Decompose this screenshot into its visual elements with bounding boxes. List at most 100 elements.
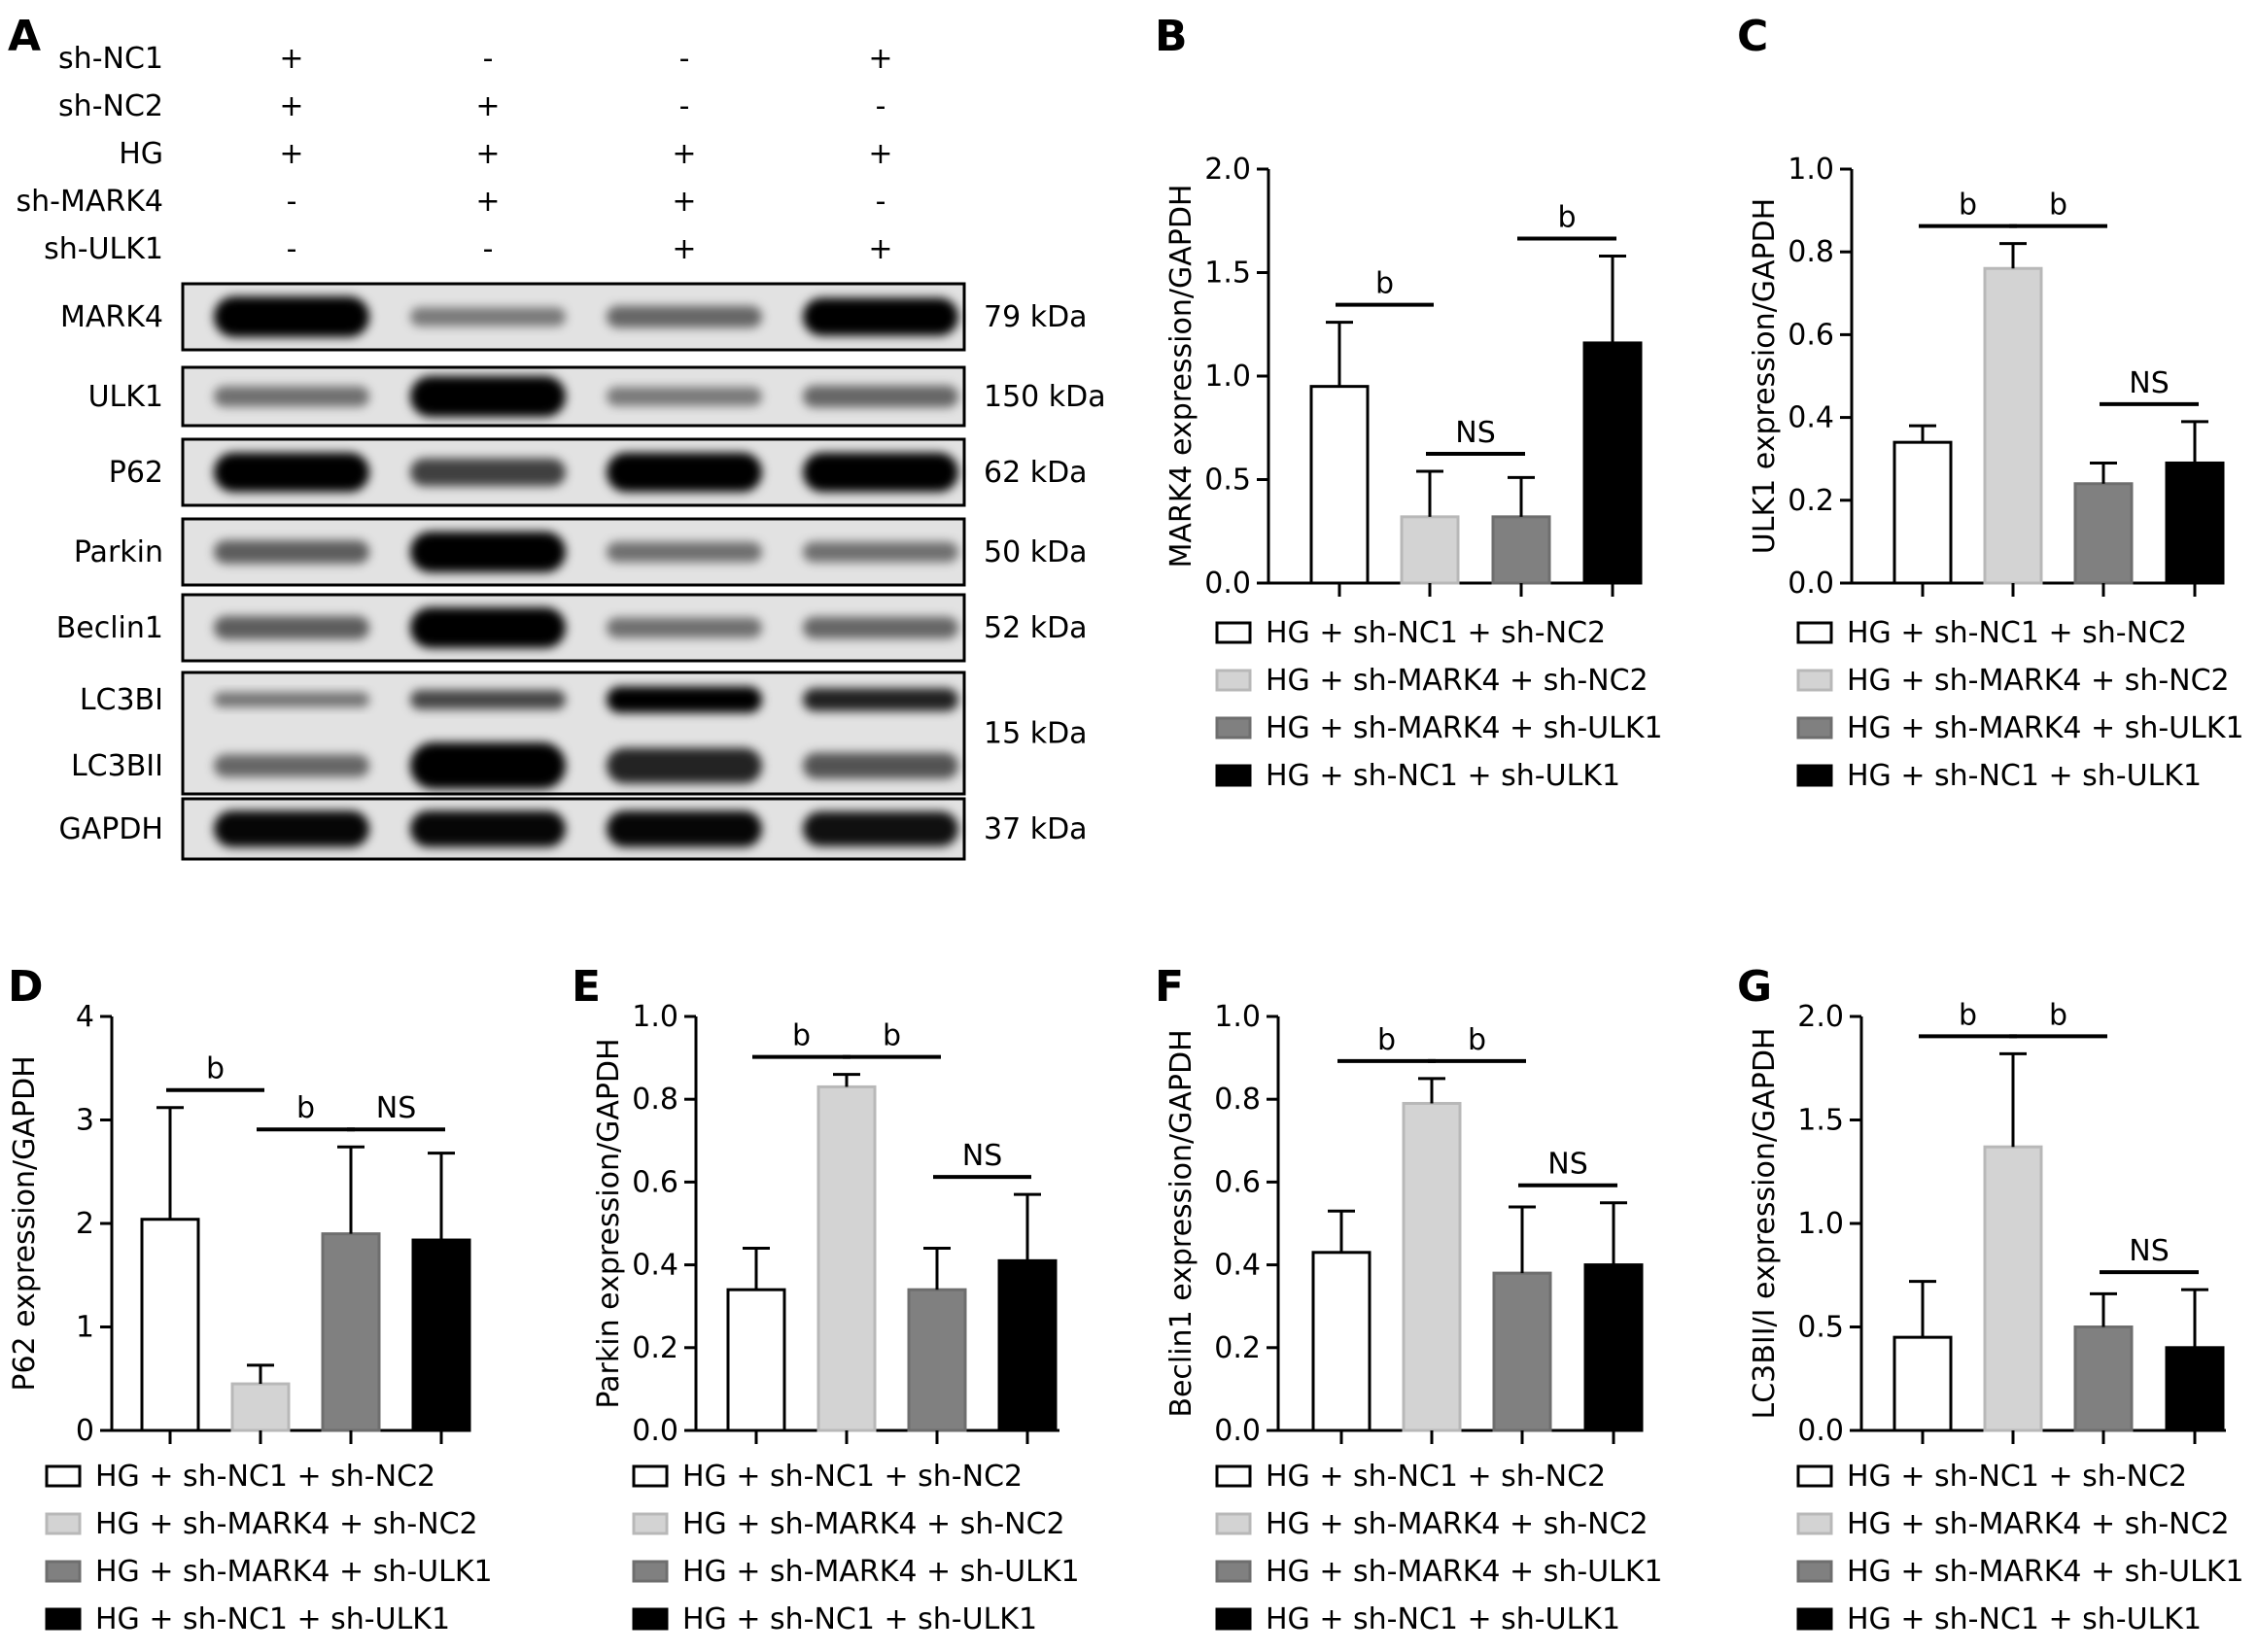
legend-swatch xyxy=(1215,1512,1252,1535)
chart-panel-g: G 0.0 0.5 1.0 1.5 2.0 LC3BII/I expression/GAPD… xyxy=(1737,962,2244,1636)
panel-letter: B xyxy=(1155,12,1188,61)
bar xyxy=(1400,515,1460,585)
legend-label: HG + sh-MARK4 + sh-NC2 xyxy=(682,1507,1065,1541)
legend-swatch xyxy=(1215,764,1252,787)
y-tick-label: 0.0 xyxy=(632,1414,678,1448)
y-tick-label: 0.5 xyxy=(1797,1311,1844,1345)
legend-swatch xyxy=(1215,1560,1252,1583)
significance-label: b xyxy=(1959,998,1977,1032)
bar xyxy=(1402,1101,1462,1432)
bar xyxy=(726,1288,786,1432)
y-tick-label: 1.5 xyxy=(1797,1104,1844,1138)
y-tick-label: 1.0 xyxy=(632,1000,678,1034)
blot-band xyxy=(607,452,762,493)
legend-swatch xyxy=(632,1607,669,1631)
bar xyxy=(1983,1145,2043,1432)
bar xyxy=(1583,1263,1644,1432)
condition-sign: - xyxy=(483,232,494,266)
condition-sign: - xyxy=(876,185,886,219)
bar xyxy=(1492,1271,1552,1432)
significance-label: NS xyxy=(376,1091,416,1125)
blot-kda: 79 kDa xyxy=(984,300,1088,334)
condition-sign: + xyxy=(475,185,500,219)
significance-label: b xyxy=(1557,200,1576,234)
blot-band xyxy=(607,686,762,713)
bar xyxy=(2165,1346,2225,1432)
panel-letter-a: A xyxy=(8,12,41,61)
legend-swatch xyxy=(1796,669,1833,692)
blot-band xyxy=(803,452,958,493)
legend-swatch xyxy=(1215,716,1252,740)
significance-label: NS xyxy=(1547,1148,1587,1182)
condition-sign: + xyxy=(672,185,696,219)
blot-kda: 37 kDa xyxy=(984,812,1088,846)
significance-label: b xyxy=(2049,189,2067,223)
y-tick-label: 0.6 xyxy=(1788,318,1834,352)
legend-label: HG + sh-MARK4 + sh-NC2 xyxy=(95,1507,478,1541)
y-tick-label: 0.2 xyxy=(1788,484,1834,518)
y-tick-label: 0.4 xyxy=(632,1249,678,1283)
legend-swatch xyxy=(1796,764,1833,787)
blot-band xyxy=(410,742,566,789)
legend-swatch xyxy=(45,1512,82,1535)
y-axis-label: LC3BII/I expression/GAPDH xyxy=(1748,1028,1782,1420)
significance-label: b xyxy=(1959,189,1977,223)
legend-swatch xyxy=(1796,1512,1833,1535)
bar xyxy=(1311,1251,1372,1432)
bar xyxy=(2073,482,2134,585)
condition-sign: - xyxy=(679,89,690,123)
chart-panel-f: F 0.0 0.2 0.4 0.6 0.8 1.0 Beclin1 expression/GA… xyxy=(1155,962,1663,1636)
blot-label: Beclin1 xyxy=(56,611,163,645)
y-tick-label: 0.2 xyxy=(1214,1331,1261,1365)
y-tick-label: 0.4 xyxy=(1788,401,1834,435)
y-tick-label: 2 xyxy=(76,1207,94,1241)
blot-band xyxy=(607,617,762,638)
blot-band xyxy=(410,376,566,417)
condition-sign: + xyxy=(279,89,303,123)
bar xyxy=(1892,440,1953,585)
legend-swatch xyxy=(632,1560,669,1583)
legend-label: HG + sh-MARK4 + sh-ULK1 xyxy=(95,1555,493,1589)
significance-label: b xyxy=(792,1019,811,1053)
condition-sign: + xyxy=(475,89,500,123)
blot-kda: 15 kDa xyxy=(984,717,1088,751)
bar xyxy=(816,1084,877,1432)
condition-sign: + xyxy=(672,232,696,266)
blot-label: ULK1 xyxy=(88,380,163,414)
y-tick-label: 0 xyxy=(76,1414,94,1448)
y-tick-label: 0.0 xyxy=(1797,1414,1844,1448)
legend-swatch xyxy=(632,1464,669,1488)
y-tick-label: 3 xyxy=(76,1104,94,1138)
legend-swatch xyxy=(632,1512,669,1535)
y-tick-label: 0.0 xyxy=(1204,567,1251,601)
legend-swatch xyxy=(1215,1607,1252,1631)
blot-band xyxy=(410,307,566,327)
y-axis-label: Beclin1 expression/GAPDH xyxy=(1164,1029,1198,1417)
legend-label: HG + sh-MARK4 + sh-ULK1 xyxy=(1266,1555,1663,1589)
legend-swatch xyxy=(1796,1607,1833,1631)
y-tick-label: 0.5 xyxy=(1204,464,1251,498)
significance-label: b xyxy=(883,1019,901,1053)
legend-swatch xyxy=(1215,669,1252,692)
blot-band xyxy=(803,688,958,711)
panel-letter: E xyxy=(572,962,601,1012)
significance-label: b xyxy=(296,1091,315,1125)
blot-band xyxy=(214,810,369,847)
condition-label: sh-MARK4 xyxy=(17,185,163,219)
legend-label: HG + sh-MARK4 + sh-ULK1 xyxy=(682,1555,1080,1589)
panel-letter: D xyxy=(8,962,44,1012)
panel-letter: C xyxy=(1737,12,1768,61)
blot-band xyxy=(607,305,762,328)
bar xyxy=(140,1218,200,1432)
blot-band xyxy=(803,541,958,563)
legend-label: HG + sh-MARK4 + sh-ULK1 xyxy=(1847,1555,2244,1589)
blot-band xyxy=(214,692,369,707)
legend-label: HG + sh-NC1 + sh-ULK1 xyxy=(1266,1602,1620,1636)
y-tick-label: 0.0 xyxy=(1214,1414,1261,1448)
condition-sign: + xyxy=(868,42,892,76)
condition-sign: - xyxy=(287,185,297,219)
y-tick-label: 0.2 xyxy=(632,1331,678,1365)
y-tick-label: 2.0 xyxy=(1204,153,1251,187)
legend-swatch xyxy=(1796,1560,1833,1583)
